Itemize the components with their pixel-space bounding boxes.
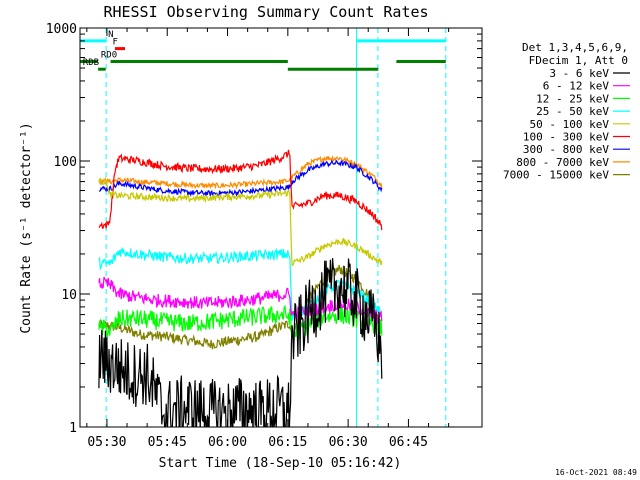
legend-label-4: 25 - 50 keV [536,105,609,118]
y-tick-label-2: 10 [61,288,77,303]
legend-label-7: 300 - 800 keV [523,143,609,156]
flag-label-rdb: RDB [83,58,99,68]
legend-label-5: 50 - 100 keV [530,118,610,131]
series-line-6 [98,149,383,231]
series-line-5 [98,176,383,267]
y-tick-label-3: 100 [54,155,77,170]
x-tick-label-4: 06:15 [268,435,307,450]
legend-header-line-2: FDecim 1, Att 0 [529,54,628,67]
footer-timestamp: 16-Oct-2021 08:49 [555,468,637,477]
x-tick-label-3: 06:00 [208,435,247,450]
legend: Det 1,3,4,5,6,9, FDecim 1, Att 0 3 - 6 k… [503,41,630,182]
x-tick-label-1: 05:30 [87,435,126,450]
legend-label-9: 7000 - 15000 keV [503,169,609,182]
legend-header-line-1: Det 1,3,4,5,6,9, [522,41,628,54]
x-tick-label-5: 06:30 [329,435,368,450]
legend-label-2: 6 - 12 keV [543,80,610,93]
legend-label-3: 12 - 25 keV [536,92,609,105]
x-tick-label-2: 05:45 [148,435,187,450]
series-line-3 [98,304,383,340]
legend-label-6: 100 - 300 keV [523,131,609,144]
flag-label-rd0: RD0 [101,50,117,60]
axis-ticks: 05:30 05:45 06:00 06:15 06:30 06:45 1 10 100 1000 [46,22,482,450]
series-lines [98,149,383,427]
flag-label-f: F [113,38,118,48]
series-line-8 [98,155,383,190]
series-line-7 [98,159,383,198]
plot-frame [79,27,483,428]
y-tick-label-1: 1 [69,421,77,436]
chart-title: RHESSI Observing Summary Count Rates [103,3,428,21]
legend-label-8: 800 - 7000 keV [516,156,609,169]
x-tick-label-6: 06:45 [389,435,428,450]
y-tick-label-4: 1000 [46,22,77,37]
legend-label-1: 3 - 6 keV [549,67,609,80]
series-line-1 [98,258,383,427]
y-axis-label: Count Rate (s⁻¹ detector⁻¹) [19,122,34,333]
flag-label-n: N [108,30,113,40]
x-axis-label: Start Time (18-Sep-10 05:16:42) [159,456,402,471]
